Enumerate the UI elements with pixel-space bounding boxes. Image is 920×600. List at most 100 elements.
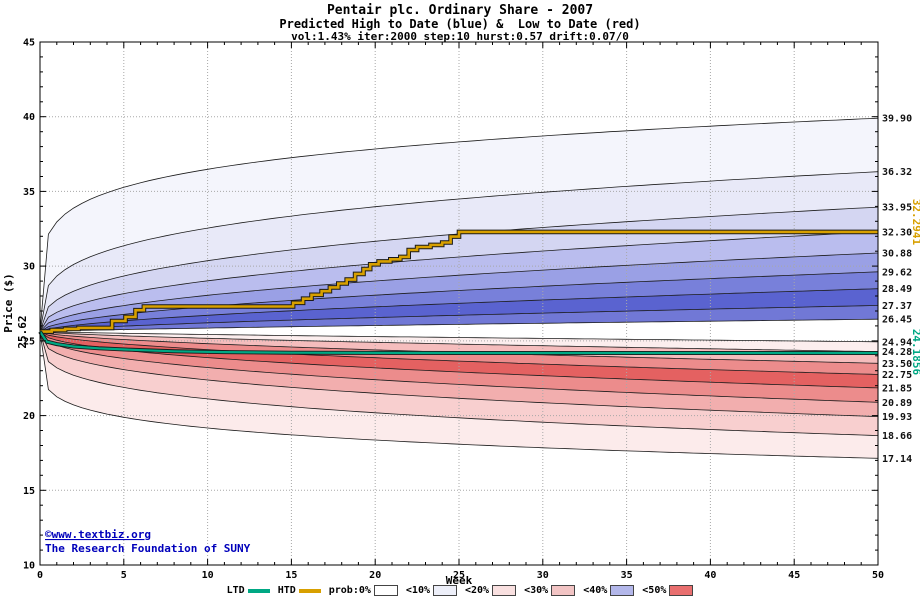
probability-bands xyxy=(40,118,878,459)
x-tick-label-25: 25 xyxy=(453,570,465,581)
right-price-labels: 39.90 36.32 33.95 32.30 30.88 29.62 28.49 27.37… xyxy=(882,114,912,465)
low-boundary-20.89 xyxy=(39,331,879,403)
y-tick-label-30: 30 xyxy=(23,262,35,273)
high-band-7 xyxy=(40,288,878,332)
high-boundary-26.45 xyxy=(39,318,879,332)
start-price-label: 25.62 xyxy=(16,315,29,348)
high-band-1 xyxy=(40,118,878,332)
chart-params: vol:1.43% iter:2000 step:10 hurst:0.57 d… xyxy=(291,30,629,43)
legend-label-6: <40% xyxy=(583,585,608,596)
low-boundary-24.28 xyxy=(39,331,879,352)
legend-swatch-4 xyxy=(492,585,517,596)
copyright-url: ©www.textbiz.org xyxy=(45,528,151,541)
y-tick-label-35: 35 xyxy=(23,187,35,198)
high-boundary-27.37 xyxy=(39,305,879,332)
low-boundary-17.14 xyxy=(39,331,879,459)
right-price-label-30.88: 30.88 xyxy=(882,249,912,260)
low-band-4 xyxy=(40,331,878,388)
legend-label-4: <20% xyxy=(465,585,490,596)
right-price-label-36.32: 36.32 xyxy=(882,167,912,178)
band-boundaries xyxy=(39,117,879,459)
chart-subtitle: Predicted High to Date (blue) & Low to D… xyxy=(279,17,641,31)
legend-label-1: HTD xyxy=(277,585,296,596)
right-price-label-39.9: 39.90 xyxy=(882,114,912,125)
legend-item-6: <40% xyxy=(583,585,635,596)
legend-item-3: <10% xyxy=(406,585,457,596)
low-band-7 xyxy=(40,331,878,436)
right-price-label-20.89: 20.89 xyxy=(882,398,912,409)
high-boundary-32.3 xyxy=(39,231,879,332)
low-band-5 xyxy=(40,331,878,403)
x-tick-label-40: 40 xyxy=(704,570,716,581)
right-price-label-24.28: 24.28 xyxy=(882,347,912,358)
x-tick-label-35: 35 xyxy=(621,570,633,581)
legend-swatch-1 xyxy=(298,588,321,593)
high-band-5 xyxy=(40,253,878,332)
htd-line xyxy=(40,230,878,333)
low-boundary-18.66 xyxy=(39,331,879,436)
legend-swatch-0 xyxy=(247,588,270,593)
legend-item-5: <30% xyxy=(524,585,576,596)
x-tick-label-50: 50 xyxy=(872,570,884,581)
y-tick-label-20: 20 xyxy=(23,411,35,422)
series-lines xyxy=(38,229,878,355)
legend-label-5: <30% xyxy=(524,585,549,596)
y-tick-label-45: 45 xyxy=(23,38,35,49)
low-band-1 xyxy=(40,331,878,352)
tick-labels: 0 5 10 15 20 25 30 35 40 45 50 10 15 20 25 30 35 40 45 xyxy=(23,38,884,582)
legend-swatch-2 xyxy=(373,585,398,596)
x-tick-label-45: 45 xyxy=(788,570,800,581)
high-band-4 xyxy=(40,231,878,332)
x-axis-label: Week xyxy=(446,574,473,587)
right-price-label-33.95: 33.95 xyxy=(882,203,912,214)
x-tick-label-30: 30 xyxy=(537,570,549,581)
ltd-line xyxy=(39,330,878,355)
y-tick-label-10: 10 xyxy=(23,561,35,572)
axis-ticks xyxy=(39,41,879,566)
x-tick-label-20: 20 xyxy=(369,570,381,581)
copyright-org: The Research Foundation of SUNY xyxy=(45,542,251,555)
legend-label-2: prob:0% xyxy=(328,585,371,596)
right-price-label-24.94: 24.94 xyxy=(882,337,912,348)
legend-swatch-3 xyxy=(433,585,457,596)
chart-title: Pentair plc. Ordinary Share - 2007 xyxy=(326,3,594,18)
right-price-label-23.5: 23.50 xyxy=(882,359,912,370)
y-tick-label-40: 40 xyxy=(23,112,35,123)
legend-item-2: prob:0% xyxy=(329,585,398,596)
legend-label-3: <10% xyxy=(405,585,430,596)
high-band-3 xyxy=(40,207,878,332)
y-tick-label-25: 25 xyxy=(23,336,35,347)
high-boundary-36.32 xyxy=(39,171,879,332)
low-band-6 xyxy=(40,331,878,417)
x-tick-label-0: 0 xyxy=(37,570,43,581)
right-price-label-28.49: 28.49 xyxy=(882,284,912,295)
low-boundary-24.94 xyxy=(39,331,879,343)
high-boundary-28.49 xyxy=(39,288,879,332)
low-boundary-19.93 xyxy=(39,331,879,417)
y-tick-label-15: 15 xyxy=(23,486,35,497)
legend-label-0: LTD xyxy=(226,585,245,596)
x-tick-label-5: 5 xyxy=(121,570,127,581)
legend-swatch-6 xyxy=(610,585,635,596)
legend-label-7: <50% xyxy=(642,585,667,596)
htd-final-value-label: 32.2941 xyxy=(910,199,920,246)
legend-swatch-7 xyxy=(669,585,694,596)
high-boundary-30.88 xyxy=(39,252,879,332)
high-boundary-29.62 xyxy=(39,271,879,332)
high-band-2 xyxy=(40,171,878,332)
low-boundary-22.75 xyxy=(39,331,879,375)
low-boundary-21.85 xyxy=(39,331,879,389)
right-price-label-21.85: 21.85 xyxy=(882,383,912,394)
legend-item-4: <20% xyxy=(465,585,517,596)
right-price-label-17.14: 17.14 xyxy=(882,454,912,465)
right-price-label-26.45: 26.45 xyxy=(882,315,912,326)
right-price-label-29.62: 29.62 xyxy=(882,267,912,278)
y-axis-label: Price ($) xyxy=(2,273,15,333)
right-price-label-18.66: 18.66 xyxy=(882,431,912,442)
low-band-8 xyxy=(40,331,878,459)
high-boundary-39.9 xyxy=(39,117,879,332)
x-tick-label-15: 15 xyxy=(285,570,297,581)
right-price-label-22.75: 22.75 xyxy=(882,370,912,381)
